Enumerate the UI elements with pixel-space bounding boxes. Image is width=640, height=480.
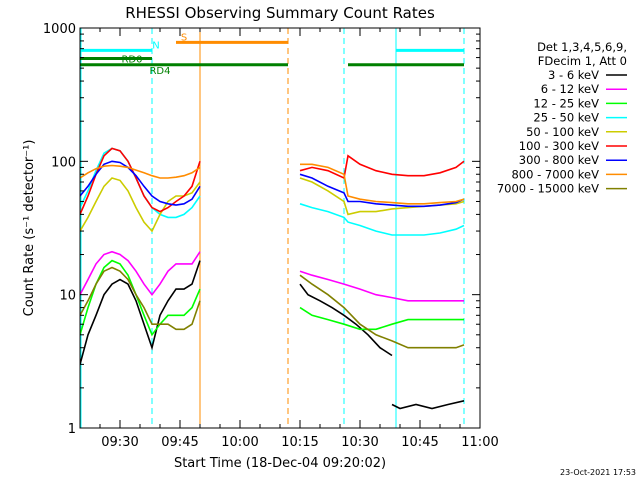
x-tick-label: 10:30 [341, 435, 378, 450]
series-line-25-50-kev [299, 203, 465, 236]
legend-label: 25 - 50 keV [533, 111, 599, 125]
legend-header-line-2: FDecim 1, Att 0 [538, 54, 627, 68]
x-tick-label: 09:45 [161, 435, 198, 450]
series-line-300-800-kev [80, 160, 201, 206]
x-axis-label: Start Time (18-Dec-04 09:20:02) [174, 456, 386, 471]
flag-label-rd4: RD4 [149, 66, 170, 77]
series-line-3-6-kev [299, 283, 393, 357]
legend-label: 100 - 300 keV [519, 139, 599, 153]
x-tick-label: 11:00 [461, 435, 498, 450]
series-line-3-6-kev [80, 260, 201, 365]
legend-label: 7000 - 15000 keV [497, 182, 599, 196]
y-tick-label: 1 [68, 422, 76, 437]
series-line-50-100-kev [80, 177, 201, 233]
x-tick-label: 09:30 [101, 435, 138, 450]
series-line-100-300-kev [299, 154, 465, 180]
legend-header-line-1: Det 1,3,4,5,6,9, [537, 40, 627, 54]
legend-label: 6 - 12 keV [541, 82, 599, 96]
series-line-3-6-kev [391, 400, 465, 410]
x-tick-label: 10:15 [281, 435, 318, 450]
x-tick-label: 10:45 [401, 435, 438, 450]
legend-label: 12 - 25 keV [533, 96, 599, 110]
y-tick-label: 10 [59, 289, 76, 304]
flag-label-n: N [152, 40, 159, 51]
chart-title: RHESSI Observing Summary Count Rates [125, 4, 435, 22]
x-tick-label: 10:00 [221, 435, 258, 450]
series-line-7000-15000-kev [80, 266, 201, 331]
series-line-100-300-kev [80, 147, 201, 215]
legend-label: 800 - 7000 keV [511, 167, 599, 181]
footer-date: 23-Oct-2021 17:53 [560, 468, 636, 477]
flag-label-s: S [181, 32, 187, 43]
series-line-12-25-kev [299, 306, 464, 331]
flag-label-rd0: RD0 [121, 55, 142, 66]
series-line-6-12-kev [299, 270, 464, 302]
series-line-800-7000-kev [80, 164, 201, 179]
legend: Det 1,3,4,5,6,9, FDecim 1, Att 0 3 - 6 k… [497, 40, 627, 196]
y-tick-label: 100 [51, 155, 76, 170]
series-line-7000-15000-kev [299, 274, 465, 349]
legend-label: 50 - 100 keV [526, 125, 599, 139]
y-axis-label: Count Rate (s⁻¹ detector⁻¹) [22, 140, 37, 317]
series-line-800-7000-kev [300, 163, 465, 205]
legend-label: 300 - 800 keV [519, 153, 599, 167]
legend-label: 3 - 6 keV [548, 68, 599, 82]
series-line-300-800-kev [299, 173, 465, 208]
series-line-6-12-kev [80, 250, 201, 297]
series-line-12-25-kev [80, 259, 201, 337]
y-tick-label: 1000 [43, 22, 76, 37]
